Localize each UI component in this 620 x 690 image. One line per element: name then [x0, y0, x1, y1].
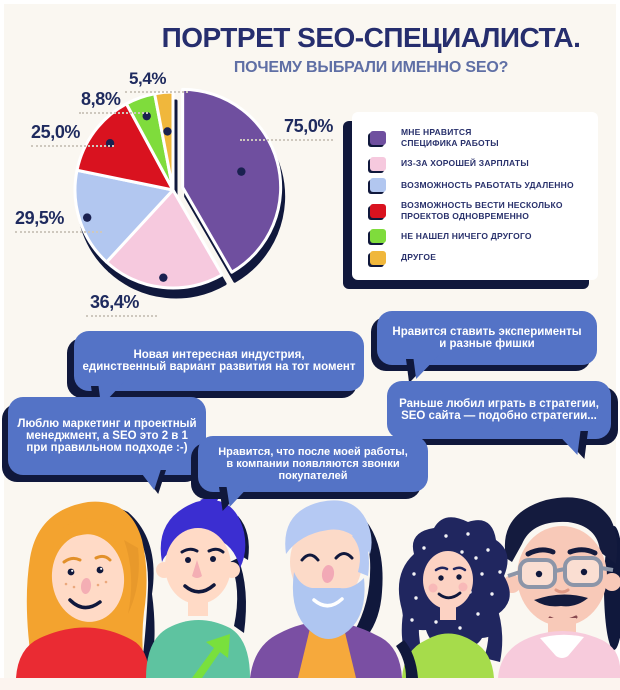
- legend-label-2: ВОЗМОЖНОСТЬ РАБОТАТЬ УДАЛЕННО: [401, 179, 574, 190]
- bubble-text: Нравится, что после моей работы, в компа…: [218, 446, 408, 482]
- pie-label-75: 75,0%: [239, 116, 334, 141]
- page-title: ПОРТРЕТ SEO-СПЕЦИАЛИСТА.: [161, 22, 581, 53]
- pie-slice-1: [105, 188, 224, 290]
- bottom-margin: [0, 678, 620, 690]
- people-illustration: [16, 492, 620, 678]
- pie-slice-2: [73, 168, 175, 264]
- pie-chart: [43, 60, 313, 310]
- pie-label-36: 36,4%: [85, 292, 158, 317]
- legend-item-3: ВОЗМОЖНОСТЬ ВЕСТИ НЕСКОЛЬКО ПРОЕКТОВ ОДН…: [370, 200, 586, 222]
- speech-bubble-strategy: Раньше любил играть в стратегии, SEO сай…: [387, 381, 611, 459]
- person-man-beard: [250, 500, 418, 678]
- legend-item-5: ДРУГОЕ: [370, 251, 586, 265]
- pie-slice-0: [181, 87, 283, 274]
- pie-slice-3: [75, 102, 175, 192]
- bubble-text: Нравится ставить эксперименты и разные ф…: [392, 326, 582, 350]
- pie-slice-dot-1: [159, 273, 168, 282]
- person-man-blue-hair: [146, 492, 250, 678]
- person-man-glasses: [498, 497, 620, 678]
- bubble-text: Люблю маркетинг и проектный менеджмент, …: [17, 418, 197, 454]
- person-woman-orange-hair: [16, 501, 155, 678]
- legend-item-4: НЕ НАШЕЛ НИЧЕГО ДРУГОГО: [370, 229, 586, 244]
- pie-slice-dot-5: [163, 127, 172, 136]
- pie-slice-dot-0: [237, 167, 246, 176]
- pie-slice-dot-2: [82, 213, 92, 222]
- legend-swatch-0: [370, 131, 386, 146]
- person-woman-curly-hair: [398, 517, 510, 678]
- legend-label-1: ИЗ-ЗА ХОРОШЕЙ ЗАРПЛАТЫ: [401, 158, 529, 169]
- pie-slice-dot-4: [142, 111, 151, 121]
- legend-item-2: ВОЗМОЖНОСТЬ РАБОТАТЬ УДАЛЕННО: [370, 178, 586, 193]
- header: ПОРТРЕТ SEO-СПЕЦИАЛИСТА. ПОЧЕМУ ВЫБРАЛИ …: [130, 22, 612, 77]
- bubble-text: Раньше любил играть в стратегии, SEO сай…: [399, 398, 599, 422]
- pie-chart-svg: [73, 87, 283, 290]
- legend-label-5: ДРУГОЕ: [401, 252, 437, 263]
- pie-label-25: 25,0%: [31, 122, 115, 147]
- legend-swatch-5: [370, 251, 386, 265]
- chart-legend: МНЕ НРАВИТСЯ СПЕЦИФИКА РАБОТЫ ИЗ-ЗА ХОРОШ…: [352, 112, 598, 280]
- pie-label-5: 5,4%: [124, 69, 189, 93]
- bubble-text: Новая интересная индустрия, единственный…: [82, 349, 356, 373]
- legend-swatch-3: [370, 203, 386, 218]
- speech-bubble-experiments: Нравится ставить эксперименты и разные ф…: [377, 311, 597, 383]
- legend-label-0: МНЕ НРАВИТСЯ СПЕЦИФИКА РАБОТЫ: [401, 127, 499, 149]
- legend-label-4: НЕ НАШЕЛ НИЧЕГО ДРУГОГО: [401, 230, 532, 241]
- speech-bubble-industry: Новая интересная индустрия, единственный…: [74, 331, 364, 410]
- legend-swatch-4: [370, 229, 386, 244]
- pie-label-8: 8,8%: [78, 89, 150, 114]
- pie-label-29: 29,5%: [15, 208, 103, 233]
- legend-label-3: ВОЗМОЖНОСТЬ ВЕСТИ НЕСКОЛЬКО ПРОЕКТОВ ОДН…: [401, 199, 563, 221]
- legend-item-0: МНЕ НРАВИТСЯ СПЕЦИФИКА РАБОТЫ: [370, 127, 586, 149]
- legend-item-1: ИЗ-ЗА ХОРОШЕЙ ЗАРПЛАТЫ: [370, 156, 586, 171]
- page-subtitle: ПОЧЕМУ ВЫБРАЛИ ИМЕННО SEO?: [233, 59, 509, 76]
- legend-swatch-2: [370, 178, 386, 193]
- legend-swatch-1: [370, 156, 386, 171]
- speech-bubble-calls: Нравится, что после моей работы, в компа…: [198, 436, 428, 511]
- speech-bubble-marketing: Люблю маркетинг и проектный менеджмент, …: [8, 397, 206, 494]
